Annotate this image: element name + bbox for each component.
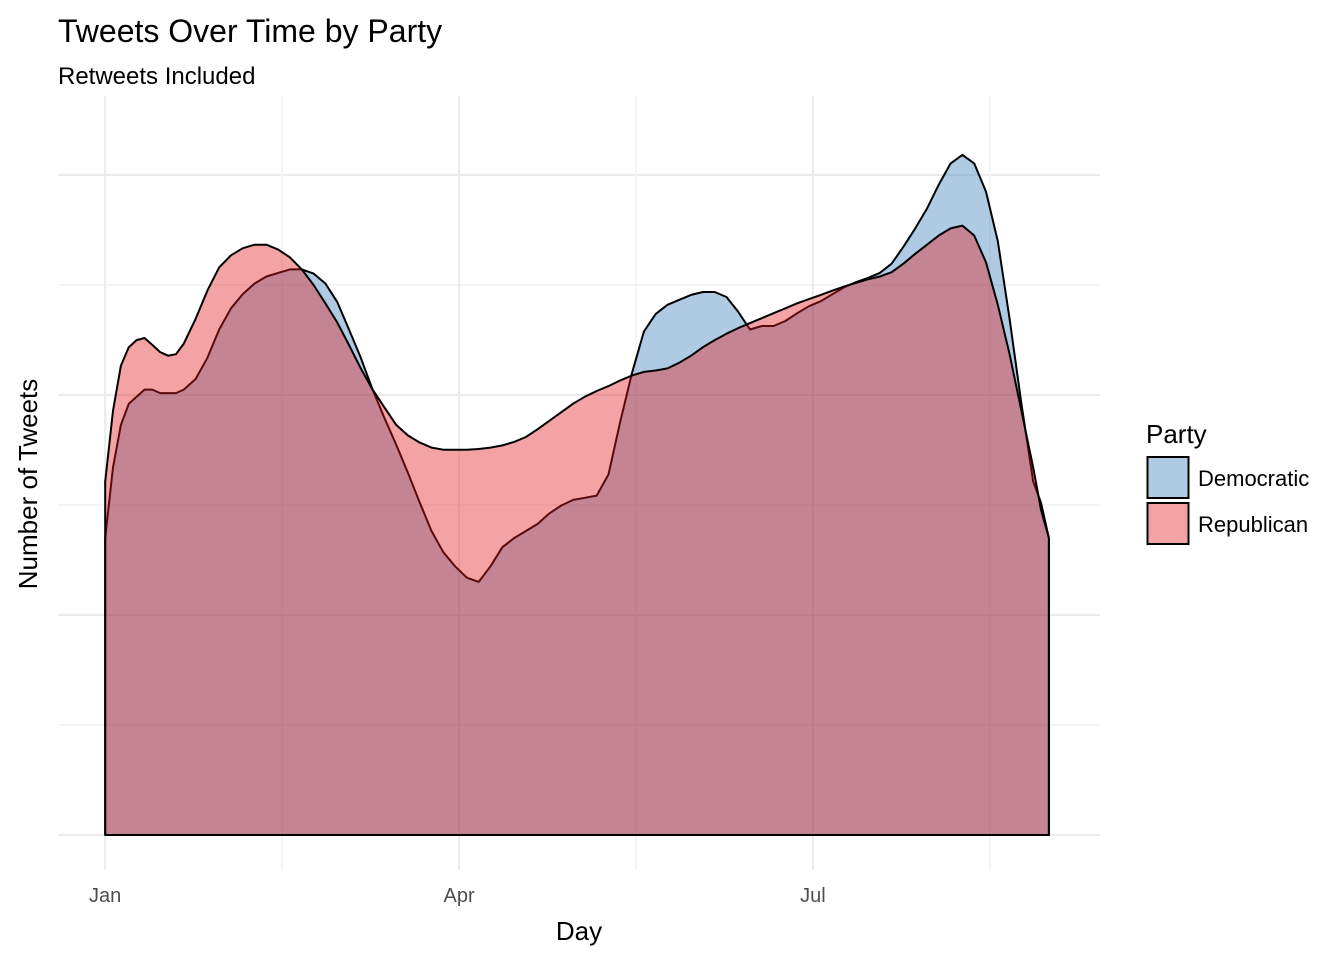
area-republican <box>104 224 1050 836</box>
legend-items: Democratic Republican <box>1146 456 1309 545</box>
x-tick-label: Jan <box>89 885 121 907</box>
legend-label-republican: Republican <box>1198 512 1308 537</box>
legend-key-bg <box>1147 503 1189 544</box>
area-series <box>104 153 1050 836</box>
x-tick-label: Apr <box>444 885 475 907</box>
chart-subtitle: Retweets Included <box>58 63 255 90</box>
legend-title: Party <box>1146 419 1207 449</box>
area-democratic <box>104 153 1050 836</box>
x-tick-labels: Jan Apr Jul <box>89 885 826 907</box>
x-axis-title: Day <box>556 916 602 946</box>
x-tick-label: Jul <box>800 885 826 907</box>
legend-key-bg <box>1147 457 1189 498</box>
legend-label-democratic: Democratic <box>1198 466 1309 491</box>
chart-title: Tweets Over Time by Party <box>58 13 442 49</box>
grid-lines <box>58 96 1100 870</box>
y-axis-title: Number of Tweets <box>13 379 43 590</box>
legend-key-democratic <box>1146 456 1190 499</box>
legend-key-republican <box>1146 502 1190 545</box>
legend: Party Democratic Republican <box>1146 419 1309 545</box>
